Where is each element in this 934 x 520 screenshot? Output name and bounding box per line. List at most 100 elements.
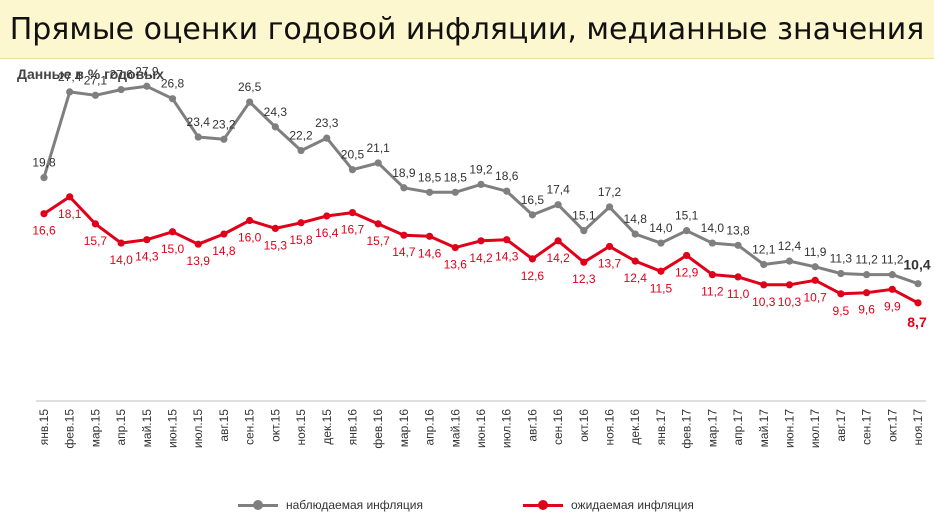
observed-data-label: 24,3 <box>264 105 288 119</box>
expected-point <box>580 258 588 266</box>
expected-labels: 16,618,115,714,0 14,315,013,914,816,015,3… <box>32 207 927 330</box>
x-tick-label: июл.15 <box>191 409 205 448</box>
observed-data-label: 19,2 <box>469 162 493 176</box>
x-tick-label: июн.17 <box>782 409 796 448</box>
chart-title-text: Прямые оценки годовой инфляции, медианны… <box>9 11 925 47</box>
observed-point <box>605 203 614 211</box>
x-tick-label: ноя.15 <box>294 409 308 446</box>
x-tick-label: авг.15 <box>217 409 231 442</box>
expected-point <box>631 257 639 265</box>
expected-data-label: 13,9 <box>187 254 211 268</box>
observed-data-label: 15,1 <box>572 209 596 223</box>
x-tick-label: фев.15 <box>63 409 77 449</box>
expected-data-label: 16,6 <box>32 224 56 238</box>
expected-data-label: 13,6 <box>444 258 468 272</box>
observed-point <box>580 227 588 235</box>
expected-data-label: 14,8 <box>212 244 236 258</box>
x-tick-label: авг.17 <box>834 409 848 442</box>
expected-point <box>734 273 742 281</box>
expected-point <box>323 212 331 220</box>
observed-point <box>657 239 665 247</box>
expected-point <box>914 299 922 307</box>
expected-data-label: 12,6 <box>521 269 545 283</box>
expected-point <box>888 285 896 293</box>
expected-data-label: 9,6 <box>858 303 875 317</box>
expected-point <box>503 236 511 244</box>
expected-point <box>837 290 845 298</box>
x-tick-label: июл.16 <box>500 409 514 448</box>
expected-point <box>194 240 202 248</box>
observed-data-label: 19,8 <box>32 156 56 170</box>
observed-point <box>40 174 48 182</box>
observed-point <box>888 271 896 279</box>
observed-point <box>837 269 845 278</box>
expected-data-label: 12,4 <box>624 271 648 285</box>
x-tick-label: окт.17 <box>885 409 899 442</box>
expected-data-label: 8,7 <box>907 314 927 330</box>
observed-point <box>503 187 511 195</box>
observed-data-label: 11,2 <box>881 253 904 267</box>
observed-point <box>708 239 716 247</box>
expected-point <box>400 231 408 239</box>
units-label: Данные в % годовых <box>17 66 164 82</box>
observed-data-label: 26,5 <box>238 80 262 94</box>
legend-expected: ожидаемая инфляция <box>523 498 694 512</box>
expected-data-label: 14,6 <box>418 246 442 260</box>
observed-data-label: 27,1 <box>84 73 108 87</box>
expected-data-label: 13,7 <box>598 256 622 270</box>
expected-data-label: 12,3 <box>572 272 596 286</box>
chart-title: Прямые оценки годовой инфляции, медианны… <box>0 0 934 59</box>
x-tick-label: янв.15 <box>37 409 51 446</box>
x-tick-label: янв.16 <box>345 409 359 446</box>
x-tick-label: окт.16 <box>577 409 591 442</box>
expected-point <box>220 230 228 238</box>
observed-data-label: 14,0 <box>701 221 725 235</box>
observed-series <box>40 82 922 288</box>
expected-point <box>554 237 562 245</box>
observed-data-label: 27,4 <box>58 70 82 84</box>
observed-data-label: 18,6 <box>495 169 519 183</box>
expected-point <box>605 242 614 251</box>
x-tick-label: май.15 <box>140 409 154 448</box>
x-tick-label: апр.16 <box>423 409 437 446</box>
observed-data-label: 17,4 <box>546 183 570 197</box>
x-tick-label: мар.17 <box>705 409 719 448</box>
expected-point <box>66 193 74 201</box>
observed-data-label: 26,8 <box>161 77 185 91</box>
expected-point <box>246 216 254 225</box>
observed-data-label: 21,1 <box>366 141 390 155</box>
expected-data-label: 16,0 <box>238 231 262 245</box>
x-tick-label: сен.17 <box>860 409 874 445</box>
expected-point <box>451 243 459 252</box>
observed-point <box>914 280 922 288</box>
observed-data-label: 10,4 <box>903 257 930 273</box>
observed-data-label: 23,2 <box>212 117 236 131</box>
expected-data-label: 14,3 <box>495 250 519 264</box>
x-tick-label: июл.17 <box>808 409 822 448</box>
x-tick-label: май.17 <box>757 409 771 448</box>
observed-data-label: 11,9 <box>804 245 827 259</box>
expected-data-label: 15,0 <box>161 242 185 256</box>
expected-data-label: 15,7 <box>84 234 108 248</box>
observed-point <box>400 184 408 192</box>
observed-point <box>734 241 742 249</box>
observed-data-label: 18,9 <box>392 166 416 180</box>
observed-data-label: 27,6 <box>109 68 133 82</box>
observed-point <box>425 188 434 196</box>
legend-observed: наблюдаемая инфляция <box>238 498 423 512</box>
observed-point <box>91 91 100 99</box>
observed-point <box>194 133 202 141</box>
expected-data-label: 14,2 <box>546 251 570 265</box>
expected-data-label: 15,8 <box>289 233 313 247</box>
observed-data-label: 11,2 <box>855 253 878 267</box>
observed-point <box>143 82 151 90</box>
observed-data-label: 20,5 <box>341 148 365 162</box>
expected-data-label: 14,2 <box>469 251 493 265</box>
observed-point <box>323 134 331 142</box>
observed-point <box>374 159 382 167</box>
expected-point <box>785 281 794 289</box>
observed-point <box>862 271 871 279</box>
expected-data-label: 15,7 <box>366 234 390 248</box>
expected-point <box>271 224 279 232</box>
expected-point <box>297 219 305 227</box>
